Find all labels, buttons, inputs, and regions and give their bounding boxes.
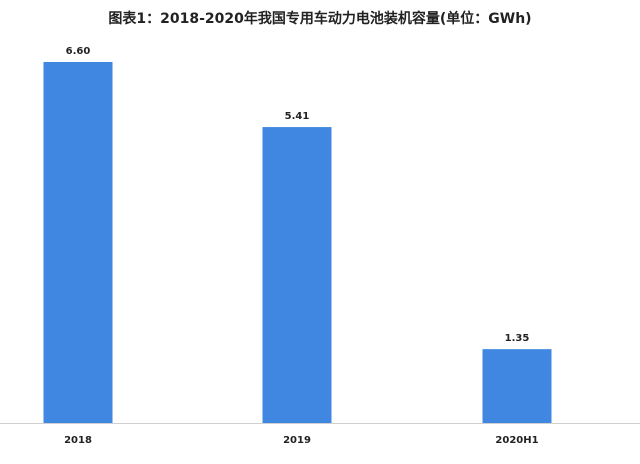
x-tick-label: 2020H1 — [495, 435, 538, 446]
chart-title: 图表1：2018-2020年我国专用车动力电池装机容量(单位：GWh) — [108, 10, 531, 27]
x-tick-label: 2019 — [283, 435, 311, 446]
value-label: 1.35 — [505, 333, 530, 344]
value-label: 5.41 — [285, 111, 310, 122]
bar — [43, 61, 113, 423]
x-tick-label: 2018 — [64, 435, 92, 446]
bar — [262, 127, 332, 423]
value-label: 6.60 — [66, 46, 91, 57]
bar — [482, 349, 552, 423]
